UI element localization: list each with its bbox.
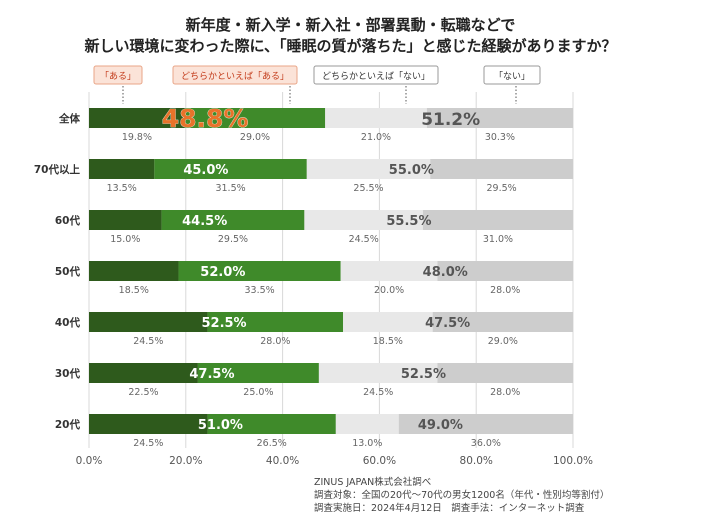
segment-value-label: 29.0%	[488, 336, 518, 347]
segment-value-label: 29.5%	[487, 183, 517, 194]
legend-box-1	[93, 65, 143, 85]
segment-nai	[437, 363, 573, 383]
segment-value-label: 28.0%	[490, 285, 520, 296]
segment-value-label: 33.5%	[245, 285, 275, 296]
segment-value-label: 24.5%	[133, 438, 163, 449]
segment-yaya-nai	[325, 108, 427, 128]
segment-value-label: 30.3%	[485, 132, 515, 143]
segment-yaya-nai	[318, 363, 438, 383]
survey-date-method: 調査実施日：2024年4月12日 調査手法：インターネット調査	[314, 503, 585, 514]
category-label: 40代	[55, 316, 81, 329]
segment-value-label: 29.5%	[218, 234, 248, 245]
segment-aru	[89, 414, 208, 434]
total-aru-label: 48.8%	[162, 104, 249, 133]
total-nai-label: 49.0%	[418, 418, 463, 433]
total-nai-label: 51.2%	[421, 110, 480, 130]
total-nai-label: 47.5%	[425, 316, 470, 331]
segment-value-label: 25.0%	[243, 387, 273, 398]
segment-value-label: 25.5%	[353, 183, 383, 194]
segment-yaya-aru	[207, 414, 336, 434]
segment-value-label: 19.8%	[122, 132, 152, 143]
category-label: 50代	[55, 265, 81, 278]
category-label: 30代	[55, 367, 81, 380]
segment-aru	[89, 159, 155, 179]
category-label: 20代	[55, 418, 81, 431]
segment-value-label: 24.5%	[133, 336, 163, 347]
x-tick-label: 60.0%	[363, 455, 396, 467]
segment-value-label: 13.0%	[352, 438, 382, 449]
segment-nai	[430, 159, 573, 179]
segment-aru	[89, 261, 179, 281]
legend-box-4	[483, 65, 541, 85]
segment-yaya-aru	[154, 159, 307, 179]
segment-yaya-aru	[161, 210, 305, 230]
legend-label-1: 「ある」	[100, 71, 136, 82]
segment-yaya-nai	[306, 159, 431, 179]
total-aru-label: 44.5%	[182, 214, 227, 229]
segment-yaya-nai	[335, 414, 399, 434]
segment-yaya-nai	[304, 210, 423, 230]
segment-aru	[89, 108, 185, 128]
segment-value-label: 31.5%	[215, 183, 245, 194]
total-nai-label: 48.0%	[423, 265, 468, 280]
segment-yaya-aru	[207, 312, 344, 332]
segment-aru	[89, 363, 198, 383]
x-tick-label: 80.0%	[460, 455, 493, 467]
segment-yaya-aru	[197, 363, 319, 383]
segment-yaya-nai	[340, 261, 438, 281]
segment-value-label: 28.0%	[260, 336, 290, 347]
segment-nai	[398, 414, 573, 434]
category-label: 60代	[55, 214, 81, 227]
segment-value-label: 13.5%	[107, 183, 137, 194]
legend-label-3: どちらかといえば「ない」	[322, 71, 430, 82]
segment-value-label: 21.0%	[361, 132, 391, 143]
segment-value-label: 20.0%	[374, 285, 404, 296]
segment-aru	[89, 210, 162, 230]
segment-value-label: 22.5%	[128, 387, 158, 398]
total-aru-label: 47.5%	[189, 367, 234, 382]
segment-nai	[432, 312, 573, 332]
legend-box-2	[172, 65, 298, 85]
segment-value-label: 15.0%	[110, 234, 140, 245]
category-label: 70代以上	[34, 163, 81, 176]
x-tick-label: 0.0%	[76, 455, 103, 467]
total-aru-label: 52.5%	[201, 316, 246, 331]
segment-aru	[89, 312, 208, 332]
x-tick-label: 100.0%	[553, 455, 593, 467]
survey-target: 調査対象：全国の20代～70代の男女1200名（年代・性別均等割付）	[314, 490, 610, 501]
segment-value-label: 31.0%	[483, 234, 513, 245]
total-nai-label: 55.0%	[389, 163, 434, 178]
segment-value-label: 24.5%	[349, 234, 379, 245]
segment-value-label: 18.5%	[119, 285, 149, 296]
source-credit: ZINUS JAPAN株式会社調べ	[314, 477, 432, 488]
segment-yaya-aru	[178, 261, 341, 281]
x-tick-label: 20.0%	[169, 455, 202, 467]
total-nai-label: 52.5%	[401, 367, 446, 382]
legend-label-2: どちらかといえば「ある」	[181, 71, 289, 82]
legend-label-4: 「ない」	[494, 71, 530, 82]
segment-value-label: 28.0%	[490, 387, 520, 398]
segment-value-label: 26.5%	[257, 438, 287, 449]
total-nai-label: 55.5%	[386, 214, 431, 229]
chart-title-line-1: 新年度・新入学・新入社・部署異動・転職などで	[185, 16, 516, 34]
segment-nai	[422, 210, 573, 230]
legend-box-3	[313, 65, 439, 85]
segment-nai	[437, 261, 573, 281]
segment-value-label: 24.5%	[363, 387, 393, 398]
segment-yaya-nai	[343, 312, 433, 332]
segment-yaya-aru	[184, 108, 326, 128]
segment-value-label: 36.0%	[471, 438, 501, 449]
total-aru-label: 52.0%	[200, 265, 245, 280]
segment-value-label: 29.0%	[240, 132, 270, 143]
segment-value-label: 18.5%	[373, 336, 403, 347]
category-label: 全体	[58, 112, 80, 125]
chart-title-line-2: 新しい環境に変わった際に、「睡眠の質が落ちた」と感じた経験がありますか？	[84, 37, 617, 55]
total-aru-label: 45.0%	[183, 163, 228, 178]
total-aru-label: 51.0%	[198, 418, 243, 433]
x-tick-label: 40.0%	[266, 455, 299, 467]
segment-nai	[426, 108, 573, 128]
